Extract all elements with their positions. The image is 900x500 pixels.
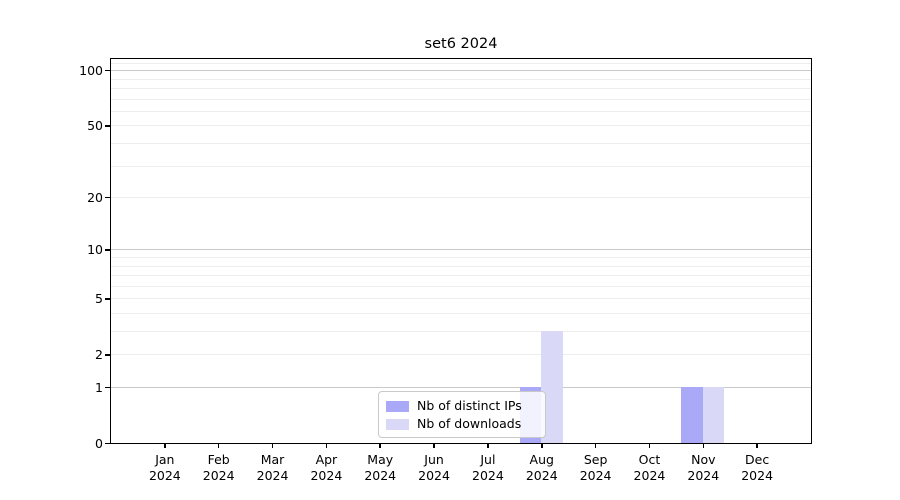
y-tick-label: 50 — [87, 117, 103, 133]
legend-swatch-downloads — [386, 418, 409, 430]
y-tick-mark — [105, 69, 110, 72]
x-tick-mark — [702, 443, 705, 448]
gridline-minor — [110, 110, 811, 112]
y-tick-mark — [105, 196, 110, 199]
gridline-minor — [110, 354, 811, 356]
gridline-major — [110, 387, 811, 388]
legend-swatch-distinct-ips — [386, 400, 409, 412]
y-tick-label: 100 — [79, 62, 103, 78]
x-tick-label: Nov 2024 — [687, 452, 720, 483]
x-tick-mark — [379, 443, 381, 448]
gridline-minor — [110, 298, 811, 300]
gridline-minor — [110, 256, 811, 258]
gridline-minor — [110, 143, 811, 144]
legend-label-downloads: Nb of downloads — [417, 416, 522, 431]
gridline-minor — [110, 265, 811, 267]
x-tick-label: Jul 2024 — [472, 452, 504, 483]
x-tick-mark — [217, 443, 220, 448]
x-tick-label: May 2024 — [364, 452, 397, 483]
x-tick-mark — [487, 443, 489, 448]
y-tick-mark — [105, 442, 110, 445]
x-tick-label: Feb 2024 — [202, 452, 235, 483]
x-tick-label: Dec 2024 — [741, 452, 774, 483]
y-tick-label: 20 — [87, 189, 103, 205]
gridline-minor — [110, 62, 811, 64]
x-tick-label: Jun 2024 — [418, 452, 450, 483]
y-tick-label: 0 — [95, 435, 103, 451]
plot-area — [109, 58, 812, 444]
gridline-minor — [110, 98, 811, 100]
chart-title: set6 2024 — [424, 36, 498, 52]
gridline-minor — [110, 275, 811, 277]
legend-label-distinct-ips: Nb of distinct IPs — [417, 398, 522, 413]
y-tick-label: 10 — [87, 241, 103, 257]
x-tick-mark — [325, 443, 328, 448]
x-tick-label: Sep 2024 — [579, 452, 612, 483]
x-tick-mark — [594, 443, 597, 448]
x-tick-mark — [756, 443, 758, 448]
x-tick-label: Apr 2024 — [310, 452, 343, 483]
y-tick-mark — [105, 354, 110, 356]
x-tick-mark — [433, 443, 435, 448]
y-tick-label: 2 — [95, 346, 103, 362]
gridline-minor — [110, 197, 811, 199]
y-tick-mark — [105, 249, 110, 251]
y-tick-mark — [105, 125, 110, 127]
y-tick-mark — [105, 298, 110, 300]
bar-nb-of-distinct-ips — [681, 387, 703, 443]
gridline-minor — [110, 312, 811, 314]
x-tick-mark — [648, 443, 651, 448]
x-tick-mark — [271, 443, 274, 448]
bar-nb-of-downloads — [541, 331, 563, 443]
x-tick-mark — [541, 443, 543, 448]
gridline-major — [110, 249, 811, 251]
gridline-minor — [110, 125, 811, 127]
gridline-minor — [110, 331, 811, 332]
x-tick-mark — [164, 443, 166, 448]
gridline-minor — [110, 165, 811, 167]
legend-entry-downloads: Nb of downloads — [386, 415, 538, 433]
gridline-major — [110, 70, 811, 72]
x-tick-label: Aug 2024 — [525, 452, 558, 483]
gridline-minor — [110, 285, 811, 287]
legend: Nb of distinct IPs Nb of downloads — [378, 391, 546, 438]
legend-entry-distinct-ips: Nb of distinct IPs — [386, 397, 538, 415]
x-tick-label: Oct 2024 — [633, 452, 666, 483]
x-tick-label: Mar 2024 — [256, 452, 289, 483]
gridline-minor — [110, 88, 811, 89]
gridline-minor — [110, 78, 811, 80]
y-tick-label: 5 — [95, 290, 103, 306]
x-tick-label: Jan 2024 — [148, 452, 181, 483]
y-tick-mark — [105, 386, 110, 389]
y-tick-label: 1 — [95, 379, 103, 395]
bar-nb-of-downloads — [702, 387, 725, 443]
